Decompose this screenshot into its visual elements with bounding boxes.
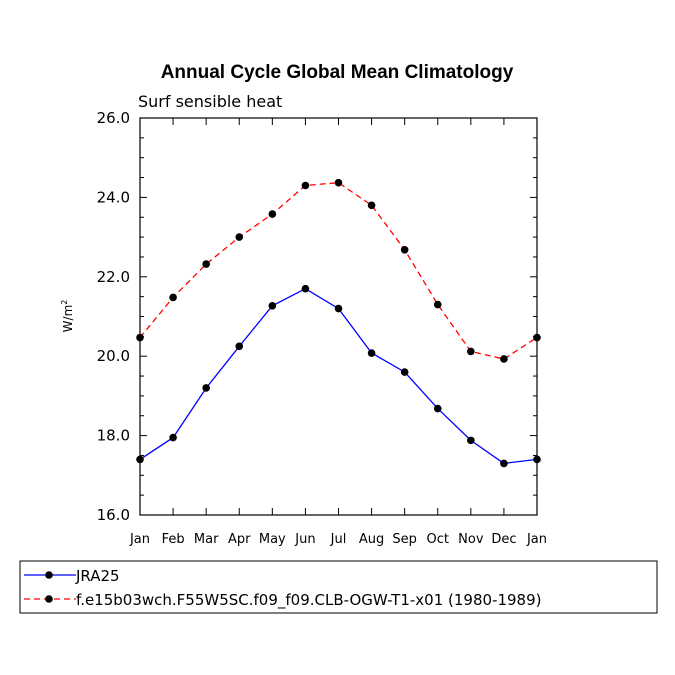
- data-point-1: [467, 347, 475, 356]
- y-axis-label: W/m2: [60, 300, 75, 333]
- y-tick-label: 16.0: [97, 506, 130, 524]
- data-point-0: [500, 459, 508, 468]
- data-point-1: [433, 300, 442, 309]
- y-tick-label: 26.0: [97, 109, 130, 127]
- data-point-1: [169, 293, 177, 302]
- plot-frame: [139, 117, 538, 516]
- series-line-0: [139, 287, 538, 465]
- x-tick-label: Apr: [228, 532, 251, 547]
- x-tick-label: Jul: [330, 532, 347, 547]
- data-point-0: [301, 284, 310, 293]
- x-tick-label: Jan: [526, 532, 547, 547]
- x-axis: Jan Feb Mar Apr May Jun Jul Aug Sep Oct Nov Dec Jan: [129, 118, 547, 547]
- legend: JRA25 f.e15b03wch.F55W5SC.f09_f09.CLB-OG…: [19, 560, 658, 614]
- data-point-0: [467, 436, 475, 445]
- legend-marker-model: [45, 595, 53, 603]
- series-line-1: [139, 182, 538, 360]
- data-point-1: [235, 233, 244, 241]
- chart-subtitle: Surf sensible heat: [138, 92, 282, 111]
- y-tick-label: 22.0: [97, 268, 130, 286]
- data-point-1: [500, 355, 508, 363]
- data-point-1: [136, 333, 144, 342]
- data-point-0: [533, 455, 541, 464]
- x-tick-label: Nov: [458, 532, 484, 547]
- data-point-1: [533, 333, 541, 342]
- data-point-1: [400, 246, 409, 254]
- data-point-1: [301, 181, 310, 190]
- data-point-0: [268, 301, 277, 310]
- series-layer: [136, 178, 541, 468]
- data-point-0: [235, 342, 244, 351]
- chart-title: Annual Cycle Global Mean Climatology: [161, 62, 514, 83]
- data-point-1: [367, 201, 376, 210]
- data-point-0: [136, 455, 144, 464]
- x-tick-label: Sep: [392, 532, 417, 547]
- x-tick-label: May: [259, 532, 286, 547]
- y-axis: 16.0 18.0 20.0 22.0 24.0 26.0: [97, 109, 537, 524]
- x-tick-label: Oct: [427, 532, 449, 547]
- data-point-1: [268, 210, 277, 218]
- data-point-1: [334, 178, 343, 187]
- legend-box: [19, 560, 658, 614]
- legend-marker-jra25: [45, 571, 53, 579]
- y-tick-label: 20.0: [97, 347, 130, 365]
- legend-label-model: f.e15b03wch.F55W5SC.f09_f09.CLB-OGW-T1-x…: [76, 591, 541, 610]
- data-point-0: [367, 349, 376, 357]
- x-tick-label: Jun: [294, 532, 315, 547]
- y-tick-label: 24.0: [97, 188, 130, 206]
- x-tick-label: Mar: [194, 532, 219, 547]
- x-tick-label: Aug: [359, 532, 384, 547]
- data-point-0: [334, 304, 343, 313]
- x-tick-label: Jan: [129, 532, 150, 547]
- legend-label-jra25: JRA25: [75, 567, 120, 585]
- x-tick-label: Feb: [162, 532, 185, 547]
- data-point-0: [433, 404, 442, 413]
- data-point-1: [202, 260, 210, 268]
- data-point-0: [169, 433, 177, 442]
- data-point-0: [400, 368, 409, 376]
- y-tick-label: 18.0: [97, 427, 130, 445]
- data-point-0: [202, 384, 210, 392]
- x-tick-label: Dec: [491, 532, 516, 547]
